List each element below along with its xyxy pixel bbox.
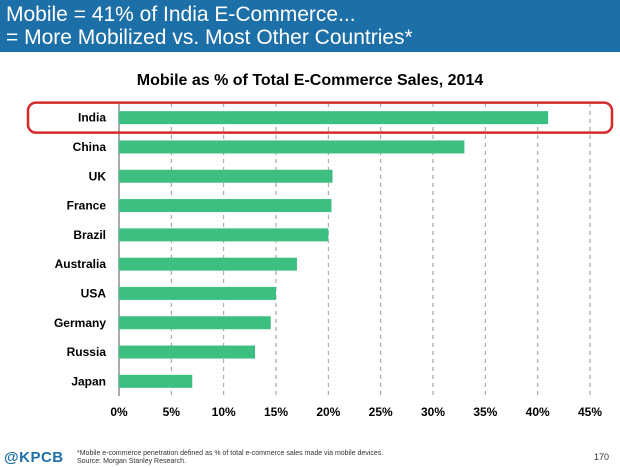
bar-russia: [119, 345, 256, 359]
bar-china: [119, 140, 465, 154]
x-tick-label: 40%: [526, 405, 550, 419]
footnote-source: Source: Morgan Stanley Research.: [77, 458, 186, 465]
slide-header: Mobile = 41% of India E-Commerce... = Mo…: [0, 0, 620, 52]
x-tick-label: 45%: [578, 405, 602, 419]
bar-france: [119, 199, 332, 213]
bar-brazil: [119, 228, 329, 242]
x-tick-label: 10%: [212, 405, 236, 419]
header-title-line-2: = More Mobilized vs. Most Other Countrie…: [6, 26, 413, 49]
x-tick-label: 15%: [264, 405, 288, 419]
kpcb-logo: @KPCB: [4, 449, 64, 466]
chart-title: Mobile as % of Total E-Commerce Sales, 2…: [136, 72, 484, 89]
bar-uk: [119, 169, 333, 183]
category-label: USA: [81, 286, 107, 300]
category-label: Australia: [55, 257, 107, 271]
category-label: China: [73, 140, 107, 154]
x-tick-label: 0%: [110, 405, 128, 419]
x-tick-label: 30%: [421, 405, 445, 419]
x-tick-label: 35%: [473, 405, 497, 419]
category-label: Brazil: [73, 228, 106, 242]
footnote-definition: *Mobile e-commerce penetration defined a…: [77, 450, 384, 457]
category-label: Germany: [54, 316, 106, 330]
category-label: Japan: [71, 374, 106, 388]
highlight-box: [26, 101, 614, 134]
page-number: 170: [594, 452, 610, 462]
bar-japan: [119, 374, 193, 388]
bar-india: [119, 111, 549, 125]
category-label: UK: [89, 169, 107, 183]
bar-usa: [119, 286, 276, 300]
x-tick-label: 25%: [369, 405, 393, 419]
category-label: Russia: [67, 345, 107, 359]
category-label: France: [67, 199, 107, 213]
x-tick-label: 20%: [316, 405, 340, 419]
bar-australia: [119, 257, 297, 271]
header-title-line-1: Mobile = 41% of India E-Commerce...: [6, 3, 356, 26]
category-label: India: [78, 111, 106, 125]
bar-germany: [119, 316, 271, 330]
x-tick-label: 5%: [163, 405, 181, 419]
